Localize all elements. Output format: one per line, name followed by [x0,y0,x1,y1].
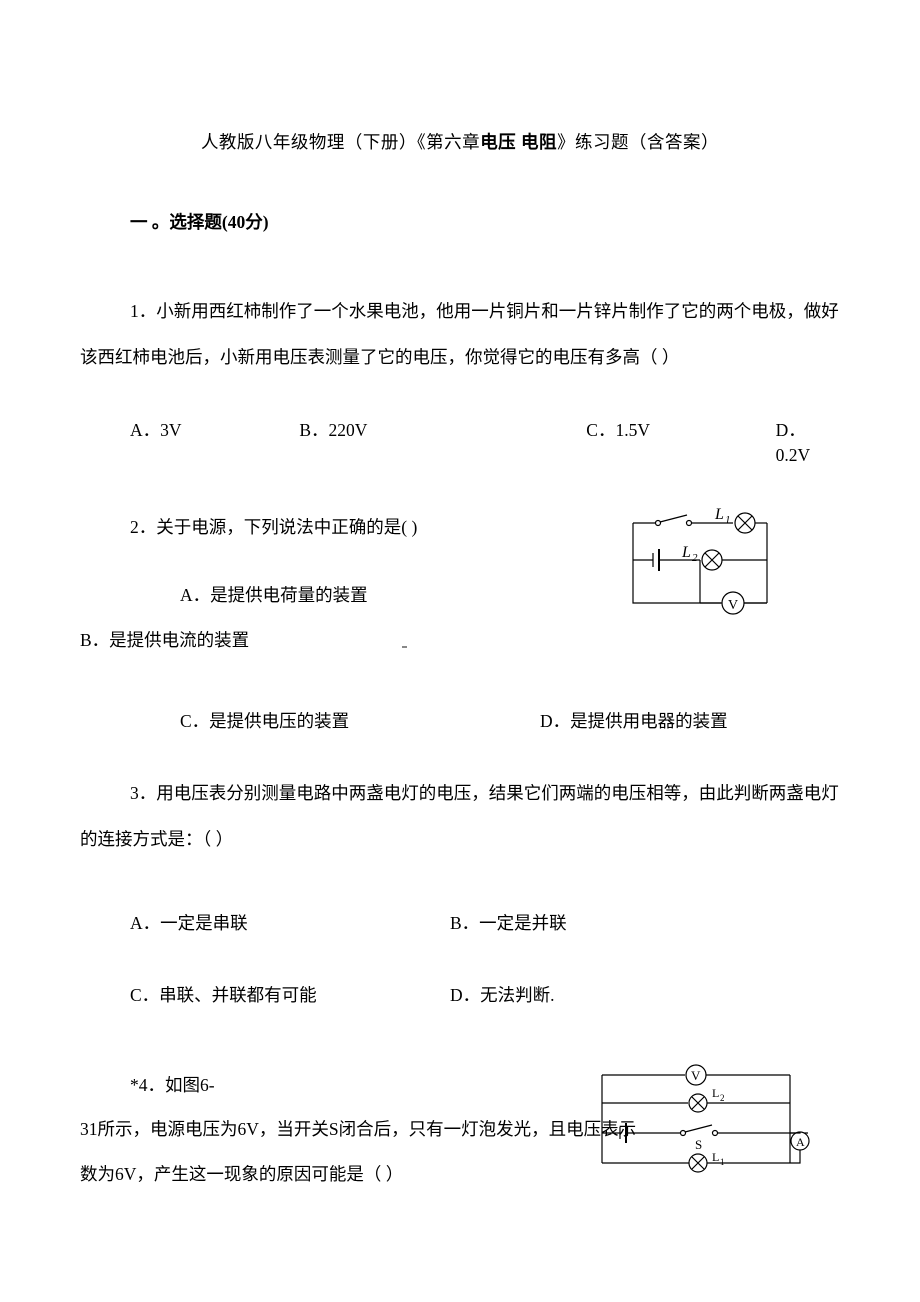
title-bold: 电压 电阻 [480,132,557,152]
svg-text:L: L [712,1086,719,1100]
q3-option-a: A．一定是串联 [130,900,450,947]
circuit-diagram-1: L 1 L 2 V [625,505,780,625]
q3-option-d: D．无法判断. [450,972,555,1019]
q2-option-d: D．是提供用电器的装置 [540,709,728,734]
question-3-options: A．一定是串联 B．一定是并联 C．串联、并联都有可能 D．无法判断. [130,900,840,1020]
center-mark [402,646,407,648]
question-3-text: 3．用电压表分别测量电路中两盏电灯的电压，结果它们两端的电压相等，由此判断两盏电… [80,783,839,849]
q3-option-b: B．一定是并联 [450,900,567,947]
q2-option-c: C．是提供电压的装置 [180,709,540,734]
svg-text:2: 2 [692,552,698,564]
section-header-1: 一 。选择题(40分) [130,210,840,235]
svg-text:2: 2 [720,1093,725,1103]
question-1-options: A．3V B．220V C．1.5V D．0.2V [130,418,840,467]
q3-option-c: C．串联、并联都有可能 [130,972,450,1019]
circuit-diagram-2: V L 2 S A [590,1063,815,1178]
q1-option-c: C．1.5V [586,418,775,467]
title-suffix: 》练习题（含答案） [557,132,719,152]
question-2: 2．关于电源，下列说法中正确的是( ) A．是提供电荷量的装置 B．是提供电流的… [80,505,840,664]
q4-line2: 31所示，电源电压为6V，当开关S闭合后，只有一灯泡发光，且电压表示数为6V，产… [80,1107,650,1196]
svg-text:1: 1 [725,514,731,526]
svg-text:L: L [681,544,691,561]
q1-option-d: D．0.2V [776,418,840,467]
question-1-text: 1．小新用西红柿制作了一个水果电池，他用一片铜片和一片锌片制作了它的两个电极，做… [80,301,839,367]
q1-option-b: B．220V [299,418,586,467]
title-prefix: 人教版八年级物理（下册）《第六章 [201,132,480,152]
svg-text:S: S [695,1137,702,1152]
svg-text:L: L [714,506,724,523]
document-title: 人教版八年级物理（下册）《第六章电压 电阻》练习题（含答案） [80,130,840,155]
svg-text:1: 1 [720,1157,725,1167]
svg-text:V: V [728,598,738,613]
question-4: *4．如图6- 31所示，电源电压为6V，当开关S闭合后，只有一灯泡发光，且电压… [80,1063,840,1197]
question-2-options-cd: C．是提供电压的装置 D．是提供用电器的装置 [180,709,840,734]
svg-text:A: A [796,1135,805,1149]
q1-option-a: A．3V [130,418,299,467]
question-1: 1．小新用西红柿制作了一个水果电池，他用一片铜片和一片锌片制作了它的两个电极，做… [80,289,840,380]
svg-text:V: V [691,1068,701,1083]
question-3: 3．用电压表分别测量电路中两盏电灯的电压，结果它们两端的电压相等，由此判断两盏电… [80,771,840,862]
svg-text:L: L [712,1150,719,1164]
